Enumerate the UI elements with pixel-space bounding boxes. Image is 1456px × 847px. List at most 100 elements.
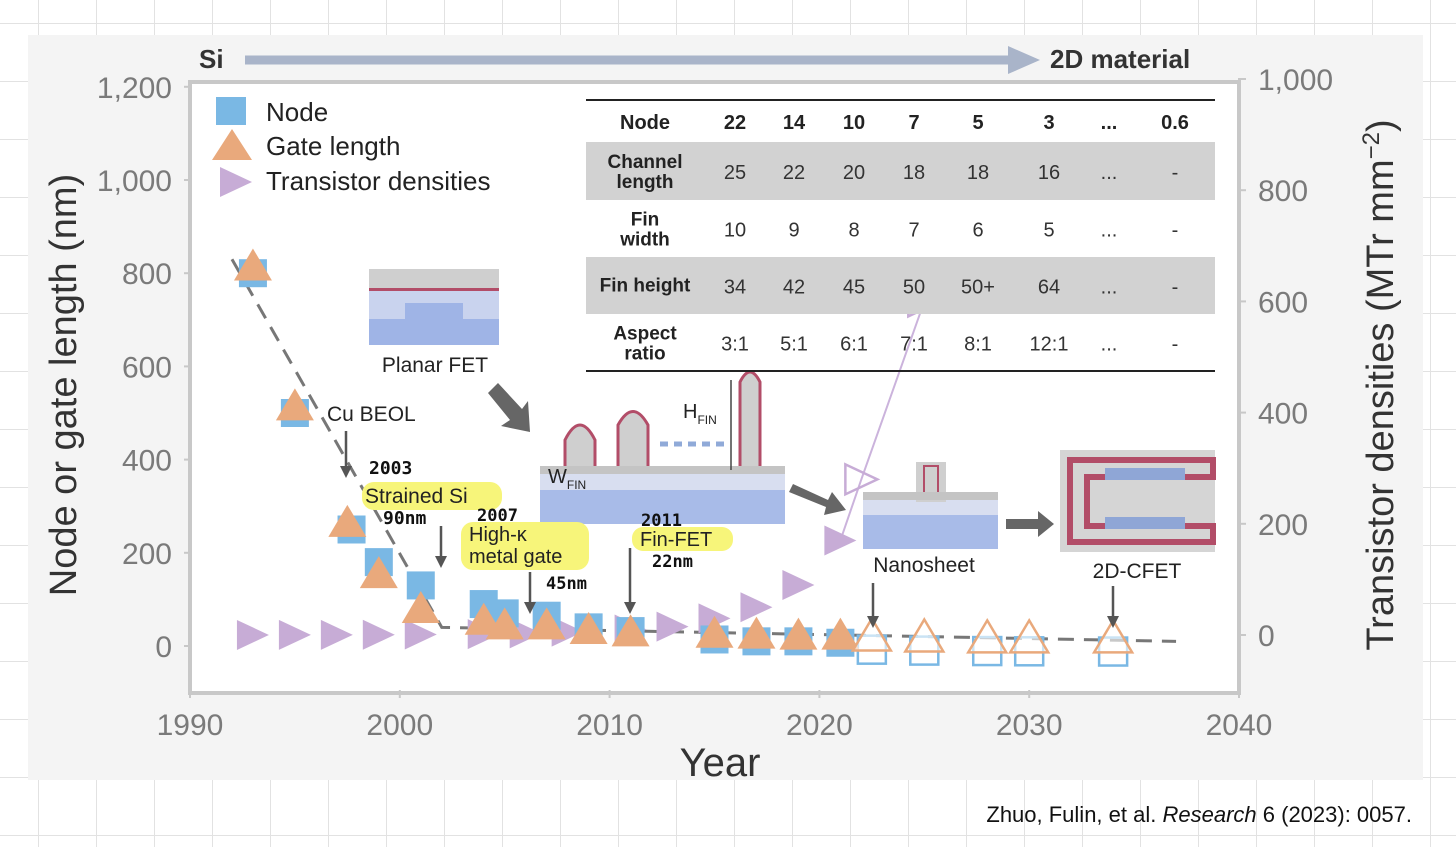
nanosheet-arrow-head bbox=[867, 616, 879, 628]
planar-fet-label: Planar FET bbox=[382, 354, 488, 377]
gate-length-marker bbox=[569, 612, 608, 645]
table-header-cell: 22 bbox=[724, 112, 746, 134]
high-k-highlight bbox=[461, 522, 589, 570]
gate-length-marker bbox=[611, 614, 650, 647]
finfet-to-nanosheet-arrow bbox=[789, 484, 846, 515]
table-row-shading bbox=[586, 257, 1215, 314]
gate-length-marker bbox=[695, 615, 734, 648]
density-marker bbox=[740, 592, 773, 623]
nanosheet-illustration: Nanosheet bbox=[863, 462, 998, 577]
table-header-cell: Node bbox=[620, 112, 670, 134]
table-cell: 20 bbox=[843, 162, 865, 184]
cfet-gate-path bbox=[1067, 457, 1216, 545]
gate-length-marker bbox=[779, 617, 818, 650]
citation: Zhuo, Fulin, et al. Research 6 (2023): 0… bbox=[986, 802, 1412, 828]
x-tick-label: 2040 bbox=[1206, 709, 1273, 742]
cu-beol-arrow-head bbox=[340, 466, 352, 478]
table-cell: 50+ bbox=[961, 277, 995, 299]
x-tick-label: 2030 bbox=[996, 709, 1063, 742]
cfet-arrow-head bbox=[1107, 616, 1119, 628]
table-cell: 12:1 bbox=[1030, 334, 1069, 356]
table-cell: 22 bbox=[783, 162, 805, 184]
table-header-cell: 7 bbox=[908, 112, 919, 134]
banner-arrow-head bbox=[1008, 46, 1040, 74]
gate-length-projected-marker bbox=[903, 617, 946, 653]
density-projection-path bbox=[839, 301, 926, 541]
cfet-frame bbox=[1060, 450, 1215, 552]
table-row-label: ratio bbox=[624, 344, 665, 365]
table-cell: - bbox=[1172, 334, 1179, 356]
banner-left: Si bbox=[199, 44, 224, 74]
finfet-fin-3 bbox=[738, 370, 762, 474]
legend-density-label: Transistor densities bbox=[266, 166, 490, 196]
finfet-fin-2 bbox=[616, 410, 650, 474]
cfet-illustration: 2D-CFET bbox=[1060, 450, 1216, 583]
gate-length-marker bbox=[737, 616, 776, 649]
right-axis-ticks: 1,000 800 600 400 200 0 bbox=[1238, 64, 1333, 653]
planar-to-finfet-arrow bbox=[488, 383, 530, 432]
table-row-label: Aspect bbox=[613, 324, 677, 345]
density-marker bbox=[278, 619, 311, 650]
table-row-label: Fin bbox=[631, 210, 660, 231]
nanosheet-label: Nanosheet bbox=[873, 554, 975, 577]
table-cell: 42 bbox=[783, 277, 805, 299]
finfet-top-layer bbox=[540, 466, 785, 474]
gate-length-marker bbox=[275, 388, 314, 421]
y-tick-label: 1,200 bbox=[97, 72, 172, 105]
density-projection-line bbox=[839, 301, 926, 541]
x-tick-label: 2000 bbox=[366, 709, 433, 742]
y-axis-label: Node or gate length (nm) bbox=[43, 174, 85, 596]
finfet-fin-1 bbox=[563, 423, 597, 474]
high-k-arrow-head bbox=[524, 602, 536, 614]
high-k-node: 45nm bbox=[546, 574, 587, 594]
table-cell: 6:1 bbox=[840, 334, 868, 356]
y-tick-label: 200 bbox=[122, 538, 172, 571]
citation-journal: Research bbox=[1162, 802, 1257, 827]
finfet-highlight bbox=[632, 527, 733, 551]
table-header-cell: 5 bbox=[972, 112, 983, 134]
nanosheet-top-layer bbox=[863, 492, 998, 500]
nanosheet-oxide bbox=[863, 500, 998, 515]
gate-length-marker bbox=[527, 607, 566, 640]
gate-length-marker bbox=[233, 248, 272, 281]
table-header-cell: 14 bbox=[783, 112, 806, 134]
banner-right: 2D material bbox=[1050, 44, 1190, 74]
table-cell: 18 bbox=[967, 162, 989, 184]
gate-length-projected-marker bbox=[1091, 617, 1135, 654]
table-cell: 5:1 bbox=[780, 334, 808, 356]
strained-si-highlight bbox=[362, 482, 502, 510]
table-cell: - bbox=[1172, 220, 1179, 242]
table-cell: ... bbox=[1101, 220, 1118, 242]
density-marker bbox=[782, 569, 815, 600]
finfet-year: 2011 bbox=[641, 511, 682, 531]
table-cell: 64 bbox=[1038, 277, 1060, 299]
density-marker bbox=[362, 619, 395, 650]
data-markers bbox=[233, 248, 1135, 667]
table-cell: 8:1 bbox=[964, 334, 992, 356]
table-cell: ... bbox=[1101, 334, 1118, 356]
gate-length-marker bbox=[401, 591, 440, 624]
table-cell: ... bbox=[1101, 162, 1118, 184]
citation-details: 6 (2023): 0057. bbox=[1262, 802, 1412, 827]
strained-si-year: 2003 bbox=[369, 458, 412, 479]
right-tick-label: 400 bbox=[1258, 398, 1308, 431]
planar-fet-gate bbox=[369, 269, 499, 289]
table-cell: 50 bbox=[903, 277, 925, 299]
density-projected-marker bbox=[844, 462, 881, 497]
table-row-shading bbox=[586, 142, 1215, 200]
density-marker bbox=[656, 611, 689, 642]
citation-authors: Zhuo, Fulin, et al. bbox=[986, 802, 1157, 827]
planar-fet-illustration: Planar FET bbox=[369, 269, 499, 377]
table-cell: ... bbox=[1101, 277, 1118, 299]
right-tick-label: 200 bbox=[1258, 509, 1308, 542]
right-axis-label: Transistor densities (MTr mm−2) bbox=[1358, 119, 1402, 650]
high-k-label: High-κ bbox=[469, 524, 528, 546]
legend-node-marker bbox=[216, 97, 246, 125]
table-cell: 16 bbox=[1038, 162, 1060, 184]
fin-height-label: HFIN bbox=[683, 401, 717, 427]
gate-length-marker bbox=[821, 617, 860, 650]
legend: Node Gate length Transistor densities bbox=[212, 97, 490, 197]
table-row-label: Fin height bbox=[600, 276, 691, 297]
